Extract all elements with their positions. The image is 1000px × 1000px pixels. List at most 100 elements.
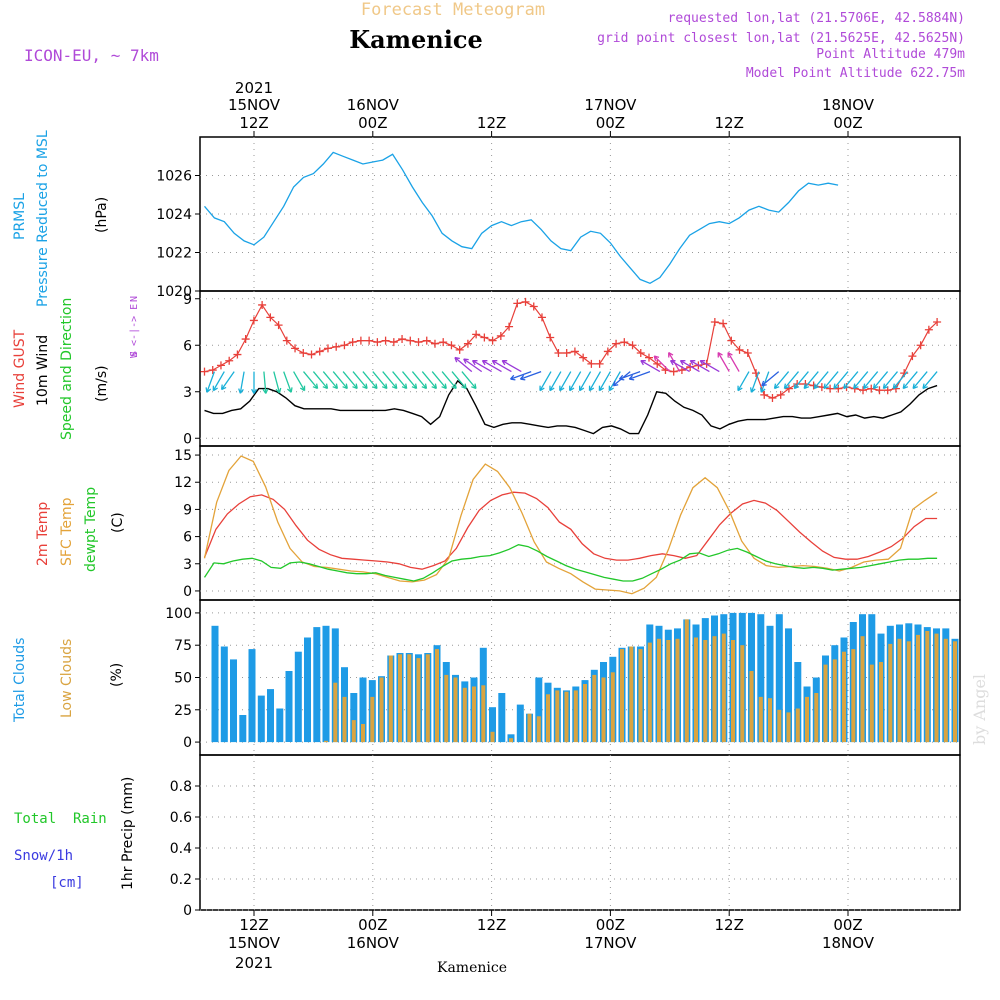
gust-marker xyxy=(826,384,835,393)
x-date-label-top: 15NOV xyxy=(228,96,281,114)
gust-marker xyxy=(529,302,538,311)
gust-marker xyxy=(875,386,884,395)
gust-marker xyxy=(570,347,579,356)
gust-marker xyxy=(760,390,769,399)
total-cloud-bar xyxy=(257,695,265,743)
gust-marker xyxy=(233,350,242,359)
wind-speed-line xyxy=(204,379,938,435)
low-cloud-bar xyxy=(583,684,587,743)
wind-arrow xyxy=(902,371,918,390)
requested-coords: requested lon,lat (21.5706E, 42.5884N) xyxy=(668,11,965,26)
low-cloud-bar xyxy=(731,640,735,742)
wind-arrow xyxy=(293,371,306,392)
point-altitude: Point Altitude 479m xyxy=(816,47,965,62)
low-cloud-bar xyxy=(444,674,449,743)
label-prmsl: PRMSL xyxy=(12,193,28,240)
y-tick-label: 1022 xyxy=(156,246,192,262)
wind-arrow xyxy=(501,359,522,373)
wind-arrow xyxy=(491,359,512,373)
gust-marker xyxy=(365,336,374,345)
wind-arrow xyxy=(853,371,869,390)
wind-arrow xyxy=(411,371,428,390)
y-tick-label: 15 xyxy=(174,448,192,464)
x-tick-label-bottom: 00Z xyxy=(596,916,625,934)
total-cloud-bar xyxy=(535,677,543,743)
low-cloud-bar xyxy=(425,654,430,743)
wind-arrow xyxy=(679,359,700,373)
y-tick-label: 0.6 xyxy=(170,810,192,826)
low-cloud-bar xyxy=(453,677,458,743)
gust-marker xyxy=(315,347,324,356)
low-cloud-bar xyxy=(675,638,680,743)
low-cloud-bar xyxy=(610,672,615,743)
low-cloud-bar xyxy=(666,640,671,742)
low-cloud-bar xyxy=(795,708,800,743)
gust-marker xyxy=(521,297,530,306)
total-cloud-bar xyxy=(489,707,496,743)
low-cloud-bar xyxy=(943,638,948,743)
gust-marker xyxy=(644,353,653,362)
low-cloud-bar xyxy=(749,671,754,742)
y-tick-label: 1026 xyxy=(156,169,192,185)
wind-arrow xyxy=(640,359,661,373)
wind-arrow xyxy=(628,370,651,381)
total-cloud-bar xyxy=(359,677,367,743)
panel-frame-4 xyxy=(199,754,961,911)
y-tick-label: 75 xyxy=(174,638,192,654)
gust-marker xyxy=(554,349,563,357)
wind-arrow xyxy=(882,371,898,390)
gust-marker xyxy=(249,316,258,325)
y-tick-label: 6 xyxy=(183,338,192,354)
total-cloud-bar xyxy=(294,651,302,743)
total-cloud-bar xyxy=(304,637,311,743)
pressure-line xyxy=(204,151,839,285)
low-cloud-bar xyxy=(897,638,902,743)
low-cloud-bar xyxy=(601,677,606,743)
low-cloud-bar xyxy=(629,646,634,743)
low-cloud-bar xyxy=(712,636,717,743)
wind-arrow xyxy=(549,371,562,392)
y-tick-label: 9 xyxy=(183,292,192,308)
wind-arrow xyxy=(862,371,879,390)
total-cloud-bar xyxy=(507,734,515,743)
gust-marker xyxy=(513,299,522,308)
gust-marker xyxy=(603,347,612,356)
low-cloud-bar xyxy=(333,682,338,743)
x-date-label-top: 18NOV xyxy=(822,96,875,114)
closest-coords: grid point closest lon,lat (21.5625E, 42… xyxy=(597,31,965,46)
wind-arrow xyxy=(618,370,641,381)
gust-marker xyxy=(241,335,250,344)
gust-marker xyxy=(908,352,917,361)
y-tick-label: 1024 xyxy=(156,207,192,223)
low-cloud-bar xyxy=(361,724,365,743)
low-cloud-bar xyxy=(768,698,772,743)
wind-arrow xyxy=(392,371,408,390)
y-tick-label: 25 xyxy=(174,703,192,719)
low-cloud-bar xyxy=(916,634,920,743)
gust-marker xyxy=(859,386,868,395)
gust-marker xyxy=(562,349,571,357)
wind-arrow xyxy=(783,371,799,390)
wind-arrow xyxy=(699,359,720,373)
wind-arrow xyxy=(372,371,388,390)
wind-arrow xyxy=(922,371,938,390)
gust-marker xyxy=(505,322,514,331)
wind-arrow xyxy=(653,355,671,373)
low-cloud-bar xyxy=(638,649,643,743)
y-tick-label: 0 xyxy=(183,735,192,751)
gust-marker xyxy=(225,356,234,365)
low-cloud-bar xyxy=(925,631,930,743)
label-low-clouds: Low Clouds xyxy=(59,639,75,718)
panel-frame-2 xyxy=(199,445,961,601)
wind-arrow xyxy=(588,371,602,392)
low-cloud-bar xyxy=(906,641,911,743)
gust-marker xyxy=(719,319,728,328)
gust-marker xyxy=(669,367,678,376)
total-cloud-bar xyxy=(239,715,247,743)
wind-arrow xyxy=(273,371,282,394)
gust-marker xyxy=(422,336,431,345)
y-tick-label: 12 xyxy=(174,475,192,491)
wind-arrow xyxy=(578,371,592,392)
x-date-label-bottom: 18NOV xyxy=(822,934,875,952)
gust-marker xyxy=(200,367,209,376)
